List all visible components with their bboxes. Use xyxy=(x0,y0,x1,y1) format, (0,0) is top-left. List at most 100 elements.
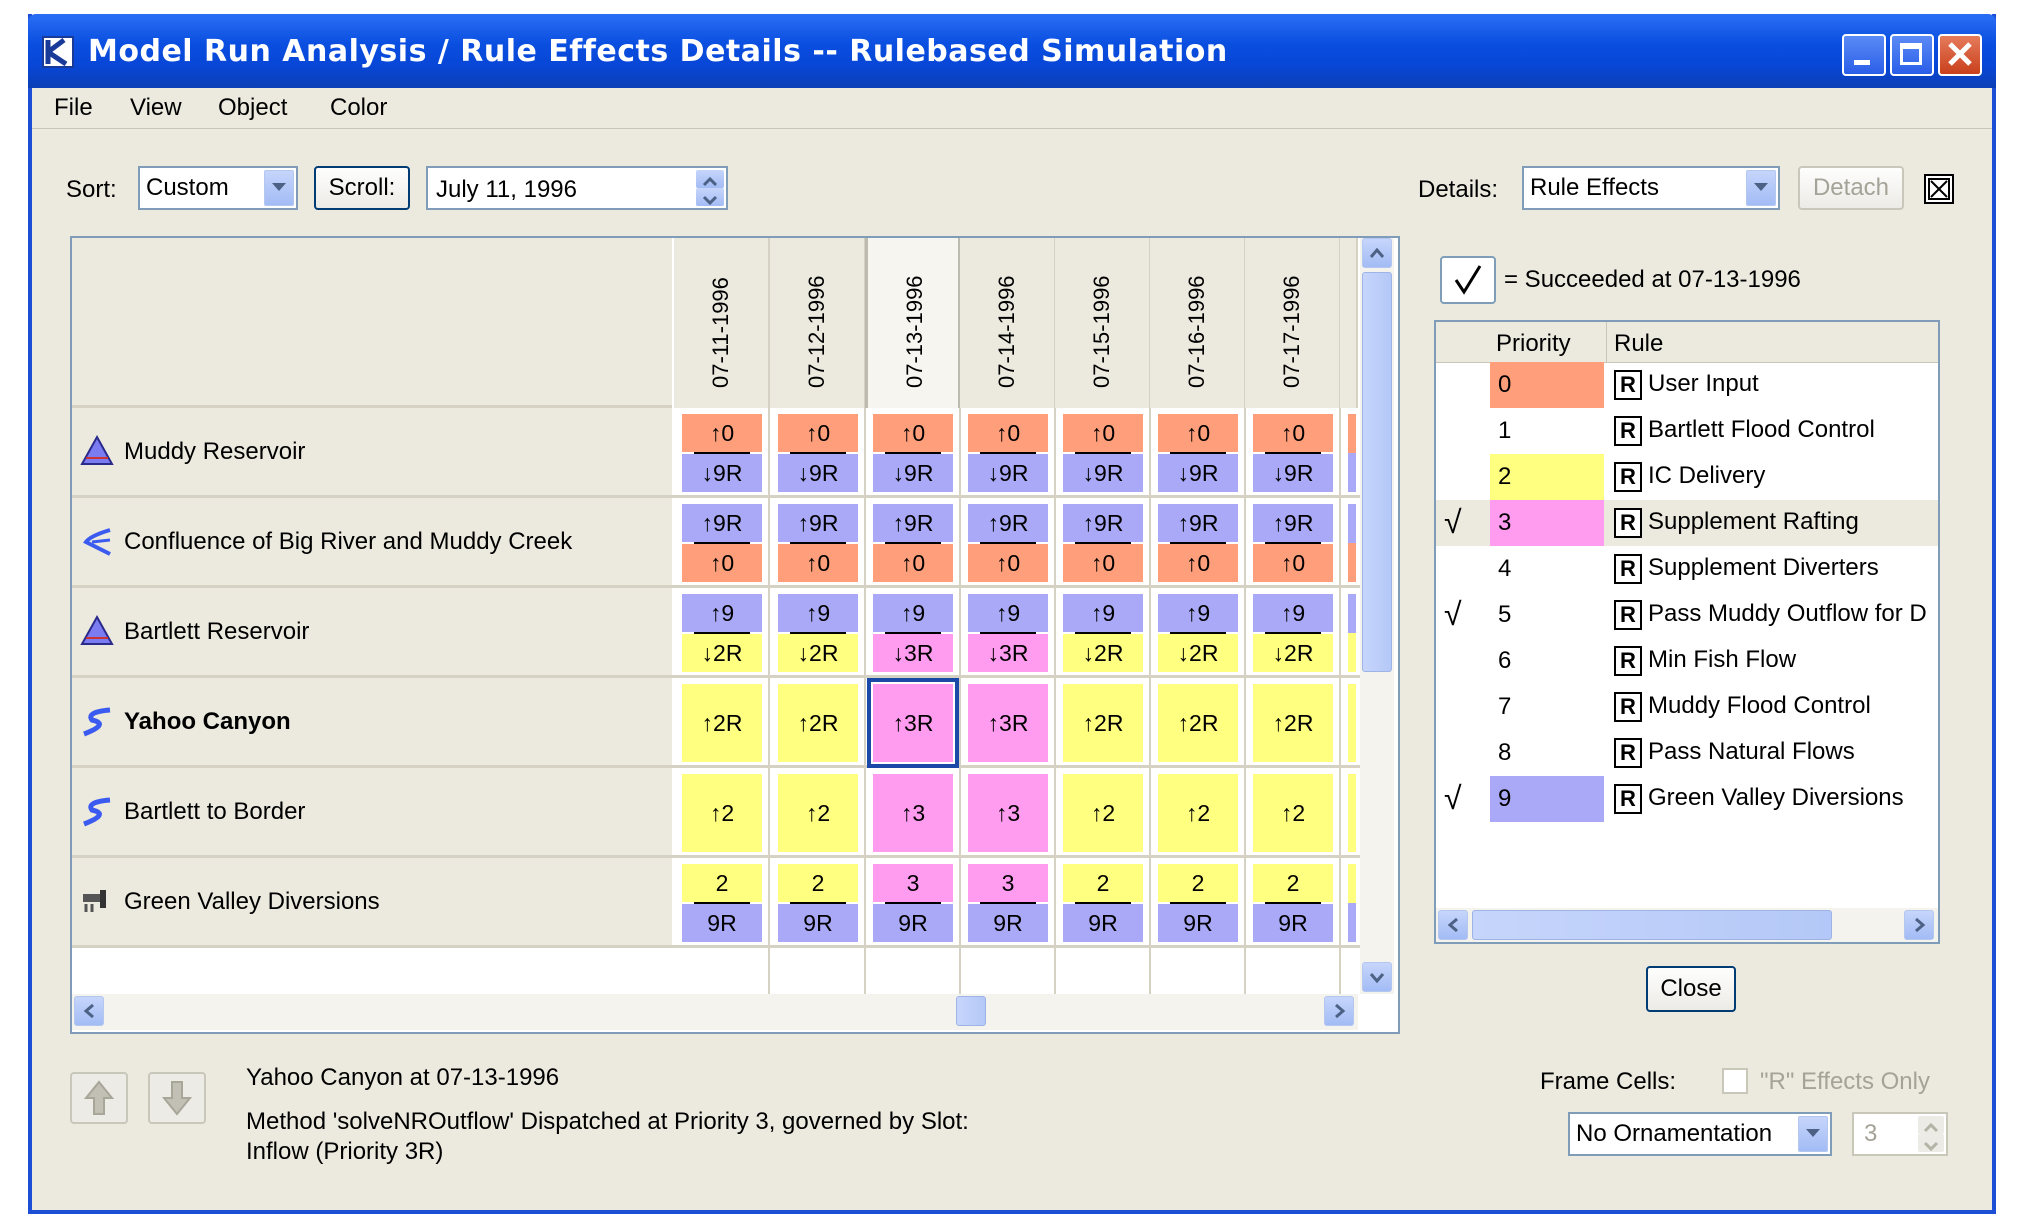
rule-row[interactable]: 8 R Pass Natural Flows xyxy=(1436,730,1938,776)
horizontal-scrollbar[interactable] xyxy=(72,994,1358,1030)
menu-view[interactable]: View xyxy=(130,94,182,121)
spinner-up-icon[interactable] xyxy=(696,170,724,188)
rule-row[interactable]: 6 R Min Fish Flow xyxy=(1436,638,1938,684)
rule-row[interactable]: 0 R User Input xyxy=(1436,362,1938,408)
scroll-down-icon[interactable] xyxy=(1362,962,1392,992)
effect-cell[interactable]: ↑2R xyxy=(682,684,762,762)
details-select[interactable]: Rule Effects xyxy=(1522,166,1780,210)
effect-cell[interactable]: ↑0 ↓9R xyxy=(682,414,762,492)
effect-cell[interactable]: 3 9R xyxy=(873,864,953,942)
title-bar[interactable]: Model Run Analysis / Rule Effects Detail… xyxy=(28,14,1996,88)
menu-file[interactable]: File xyxy=(54,94,93,121)
effect-cell[interactable]: ↑9 ↓2R xyxy=(778,594,858,672)
scroll-left-icon[interactable] xyxy=(1438,910,1468,940)
date-spinner[interactable]: July 11, 1996 xyxy=(426,166,728,210)
row-header[interactable]: Bartlett Reservoir xyxy=(72,588,672,678)
ornamentation-select[interactable]: No Ornamentation xyxy=(1568,1112,1832,1156)
effect-cell[interactable]: ↑9R ↑0 xyxy=(1158,504,1238,582)
rules-horizontal-scrollbar[interactable] xyxy=(1436,908,1938,942)
date-column-header[interactable]: 07-11-1996 xyxy=(674,238,770,408)
effect-cell[interactable]: ↑2 xyxy=(682,774,762,852)
rule-row[interactable]: 2 R IC Delivery xyxy=(1436,454,1938,500)
rule-row[interactable]: 1 R Bartlett Flood Control xyxy=(1436,408,1938,454)
previous-button[interactable] xyxy=(70,1072,128,1124)
effect-cell[interactable]: ↑2R xyxy=(1063,684,1143,762)
effect-cell[interactable]: ↑0 ↓9R xyxy=(968,414,1048,492)
effect-cell[interactable]: ↑9 ↓3R xyxy=(968,594,1048,672)
effect-cell[interactable]: ↑2 xyxy=(1158,774,1238,852)
date-column-header[interactable]: 07-14-1996 xyxy=(960,238,1056,408)
effect-cell[interactable]: ↑9 ↓3R xyxy=(873,594,953,672)
effect-cell[interactable]: 2 9R xyxy=(1158,864,1238,942)
scroll-left-icon[interactable] xyxy=(74,996,104,1026)
row-header[interactable]: Bartlett to Border xyxy=(72,768,672,858)
effect-cell[interactable]: ↑9 ↓2R xyxy=(1253,594,1333,672)
rule-row[interactable]: 7 R Muddy Flood Control xyxy=(1436,684,1938,730)
row-header[interactable]: Confluence of Big River and Muddy Creek xyxy=(72,498,672,588)
rules-scroll-thumb[interactable] xyxy=(1472,910,1832,940)
effect-cell[interactable]: ↑2 xyxy=(778,774,858,852)
maximize-button[interactable] xyxy=(1890,34,1934,76)
effect-cell[interactable]: ↑9R ↑0 xyxy=(682,504,762,582)
chevron-down-icon[interactable] xyxy=(1798,1116,1828,1152)
effect-cell[interactable]: ↑9R ↑0 xyxy=(968,504,1048,582)
detach-button[interactable]: Detach xyxy=(1798,166,1904,210)
effect-cell[interactable]: 2 9R xyxy=(1253,864,1333,942)
effect-cell[interactable]: 3 9R xyxy=(968,864,1048,942)
effect-cell[interactable]: ↑2 xyxy=(1253,774,1333,852)
vertical-scroll-thumb[interactable] xyxy=(1362,272,1392,672)
chevron-down-icon[interactable] xyxy=(264,170,294,206)
effect-cell[interactable]: ↑9 ↓2R xyxy=(1063,594,1143,672)
effect-cell[interactable]: 2 9R xyxy=(778,864,858,942)
scroll-up-icon[interactable] xyxy=(1362,238,1392,268)
priority-column-header[interactable]: Priority xyxy=(1496,330,1571,357)
menu-object[interactable]: Object xyxy=(218,94,288,121)
effect-cell[interactable]: ↑3 xyxy=(968,774,1048,852)
effect-cell[interactable]: ↑2 xyxy=(1063,774,1143,852)
minimize-button[interactable] xyxy=(1842,34,1886,76)
effect-cell[interactable]: ↑3R xyxy=(968,684,1048,762)
scroll-right-icon[interactable] xyxy=(1904,910,1934,940)
rule-row[interactable]: √ 3 R Supplement Rafting xyxy=(1436,500,1938,546)
chevron-down-icon[interactable] xyxy=(1746,170,1776,206)
effect-cell[interactable]: 2 9R xyxy=(682,864,762,942)
row-header[interactable]: Muddy Reservoir xyxy=(72,408,672,498)
spinner-up-icon[interactable] xyxy=(1918,1116,1944,1134)
date-column-header[interactable]: 07-15-1996 xyxy=(1055,238,1151,408)
menu-color[interactable]: Color xyxy=(330,94,388,121)
spinner-down-icon[interactable] xyxy=(1918,1134,1944,1152)
effect-cell[interactable]: ↑9R ↑0 xyxy=(778,504,858,582)
date-column-header[interactable]: 07-17-1996 xyxy=(1245,238,1341,408)
effect-cell[interactable]: ↑9R ↑0 xyxy=(873,504,953,582)
effect-cell[interactable]: ↑9 ↓2R xyxy=(682,594,762,672)
effect-cell[interactable]: ↑3R xyxy=(867,678,959,768)
effect-cell[interactable]: 2 9R xyxy=(1063,864,1143,942)
scroll-right-icon[interactable] xyxy=(1324,996,1354,1026)
scroll-button[interactable]: Scroll: xyxy=(314,166,410,210)
sort-select[interactable]: Custom xyxy=(138,166,298,210)
vertical-scrollbar[interactable] xyxy=(1360,238,1394,994)
effect-cell[interactable]: ↑2R xyxy=(778,684,858,762)
rule-row[interactable]: √ 5 R Pass Muddy Outflow for D xyxy=(1436,592,1938,638)
horizontal-scroll-thumb[interactable] xyxy=(956,996,986,1026)
date-column-header[interactable]: 07-16-1996 xyxy=(1150,238,1246,408)
rule-row[interactable]: √ 9 R Green Valley Diversions xyxy=(1436,776,1938,822)
effect-cell[interactable]: ↑0 ↓9R xyxy=(1158,414,1238,492)
r-effects-checkbox[interactable] xyxy=(1722,1068,1748,1094)
next-button[interactable] xyxy=(148,1072,206,1124)
row-header[interactable]: Yahoo Canyon xyxy=(72,678,672,768)
close-details-button[interactable] xyxy=(1924,174,1954,204)
close-window-button[interactable] xyxy=(1938,34,1982,76)
date-column-header[interactable]: 07-13-1996 xyxy=(865,238,961,408)
effect-cell[interactable]: ↑9R ↑0 xyxy=(1253,504,1333,582)
spinner-down-icon[interactable] xyxy=(696,188,724,206)
row-header[interactable]: Green Valley Diversions xyxy=(72,858,672,948)
date-column-header[interactable]: 07-12-1996 xyxy=(770,238,866,408)
effect-cell[interactable]: ↑3 xyxy=(873,774,953,852)
effect-cell[interactable]: ↑0 ↓9R xyxy=(1063,414,1143,492)
effect-cell[interactable]: ↑0 ↓9R xyxy=(873,414,953,492)
ornamentation-spinner[interactable]: 3 xyxy=(1852,1112,1948,1156)
rule-column-header[interactable]: Rule xyxy=(1614,330,1664,357)
rule-row[interactable]: 4 R Supplement Diverters xyxy=(1436,546,1938,592)
effect-cell[interactable]: ↑9 ↓2R xyxy=(1158,594,1238,672)
